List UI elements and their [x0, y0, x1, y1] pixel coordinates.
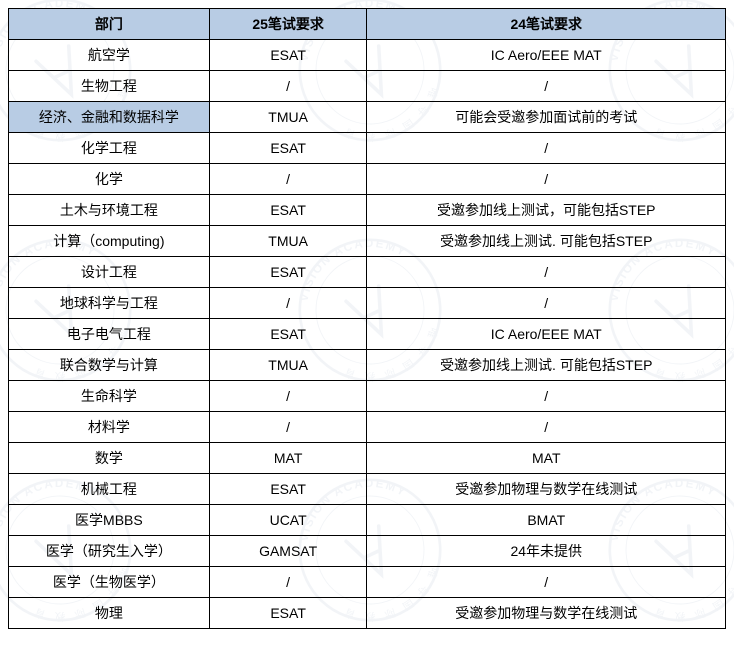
- cell-dept: 医学（研究生入学）: [9, 536, 210, 567]
- cell-dept: 计算（computing): [9, 226, 210, 257]
- cell-r25: /: [209, 412, 367, 443]
- cell-r24: /: [367, 164, 726, 195]
- cell-dept: 电子电气工程: [9, 319, 210, 350]
- table-row: 物理ESAT受邀参加物理与数学在线测试: [9, 598, 726, 629]
- table-row: 医学MBBSUCATBMAT: [9, 505, 726, 536]
- cell-r25: TMUA: [209, 102, 367, 133]
- cell-r24: 受邀参加线上测试. 可能包括STEP: [367, 226, 726, 257]
- col-header-dept: 部门: [9, 9, 210, 40]
- table-body: 航空学ESATIC Aero/EEE MAT生物工程//经济、金融和数据科学TM…: [9, 40, 726, 629]
- cell-r24: 受邀参加物理与数学在线测试: [367, 474, 726, 505]
- cell-r25: MAT: [209, 443, 367, 474]
- cell-dept: 化学: [9, 164, 210, 195]
- table-row: 生物工程//: [9, 71, 726, 102]
- cell-r24: IC Aero/EEE MAT: [367, 319, 726, 350]
- cell-r24: 受邀参加线上测试. 可能包括STEP: [367, 350, 726, 381]
- table-row: 计算（computing)TMUA受邀参加线上测试. 可能包括STEP: [9, 226, 726, 257]
- cell-dept: 土木与环境工程: [9, 195, 210, 226]
- cell-r25: /: [209, 288, 367, 319]
- cell-r24: /: [367, 412, 726, 443]
- cell-dept: 数学: [9, 443, 210, 474]
- table-header-row: 部门 25笔试要求 24笔试要求: [9, 9, 726, 40]
- table-row: 地球科学与工程//: [9, 288, 726, 319]
- cell-r25: ESAT: [209, 40, 367, 71]
- cell-r25: ESAT: [209, 598, 367, 629]
- cell-r24: 可能会受邀参加面试前的考试: [367, 102, 726, 133]
- cell-r25: ESAT: [209, 474, 367, 505]
- cell-dept: 生命科学: [9, 381, 210, 412]
- cell-r25: /: [209, 71, 367, 102]
- table-row: 材料学//: [9, 412, 726, 443]
- cell-dept: 经济、金融和数据科学: [9, 102, 210, 133]
- cell-r25: ESAT: [209, 319, 367, 350]
- cell-dept: 航空学: [9, 40, 210, 71]
- cell-r24: /: [367, 567, 726, 598]
- cell-r24: 受邀参加物理与数学在线测试: [367, 598, 726, 629]
- cell-r25: ESAT: [209, 133, 367, 164]
- cell-r25: TMUA: [209, 350, 367, 381]
- cell-dept: 联合数学与计算: [9, 350, 210, 381]
- cell-dept: 材料学: [9, 412, 210, 443]
- cell-r24: 24年未提供: [367, 536, 726, 567]
- cell-dept: 地球科学与工程: [9, 288, 210, 319]
- cell-dept: 医学（生物医学）: [9, 567, 210, 598]
- cell-dept: 化学工程: [9, 133, 210, 164]
- table-row: 电子电气工程ESATIC Aero/EEE MAT: [9, 319, 726, 350]
- cell-r24: /: [367, 257, 726, 288]
- cell-r24: MAT: [367, 443, 726, 474]
- cell-r25: TMUA: [209, 226, 367, 257]
- table-row: 生命科学//: [9, 381, 726, 412]
- table-row: 设计工程ESAT/: [9, 257, 726, 288]
- table-row: 数学MATMAT: [9, 443, 726, 474]
- table-container: 部门 25笔试要求 24笔试要求 航空学ESATIC Aero/EEE MAT生…: [0, 0, 734, 637]
- cell-r24: /: [367, 288, 726, 319]
- cell-r25: ESAT: [209, 257, 367, 288]
- table-row: 联合数学与计算TMUA受邀参加线上测试. 可能包括STEP: [9, 350, 726, 381]
- cell-r25: UCAT: [209, 505, 367, 536]
- cell-dept: 机械工程: [9, 474, 210, 505]
- cell-r24: IC Aero/EEE MAT: [367, 40, 726, 71]
- cell-dept: 医学MBBS: [9, 505, 210, 536]
- cell-dept: 生物工程: [9, 71, 210, 102]
- cell-r25: /: [209, 567, 367, 598]
- col-header-24: 24笔试要求: [367, 9, 726, 40]
- table-row: 经济、金融和数据科学TMUA可能会受邀参加面试前的考试: [9, 102, 726, 133]
- table-row: 土木与环境工程ESAT受邀参加线上测试，可能包括STEP: [9, 195, 726, 226]
- table-row: 化学//: [9, 164, 726, 195]
- cell-dept: 设计工程: [9, 257, 210, 288]
- col-header-25: 25笔试要求: [209, 9, 367, 40]
- exam-requirements-table: 部门 25笔试要求 24笔试要求 航空学ESATIC Aero/EEE MAT生…: [8, 8, 726, 629]
- cell-r24: /: [367, 133, 726, 164]
- table-row: 化学工程ESAT/: [9, 133, 726, 164]
- table-row: 医学（生物医学）//: [9, 567, 726, 598]
- cell-r25: GAMSAT: [209, 536, 367, 567]
- cell-r25: ESAT: [209, 195, 367, 226]
- cell-dept: 物理: [9, 598, 210, 629]
- table-row: 航空学ESATIC Aero/EEE MAT: [9, 40, 726, 71]
- cell-r24: 受邀参加线上测试，可能包括STEP: [367, 195, 726, 226]
- table-row: 医学（研究生入学）GAMSAT24年未提供: [9, 536, 726, 567]
- cell-r25: /: [209, 164, 367, 195]
- cell-r25: /: [209, 381, 367, 412]
- cell-r24: /: [367, 381, 726, 412]
- cell-r24: /: [367, 71, 726, 102]
- cell-r24: BMAT: [367, 505, 726, 536]
- table-row: 机械工程ESAT受邀参加物理与数学在线测试: [9, 474, 726, 505]
